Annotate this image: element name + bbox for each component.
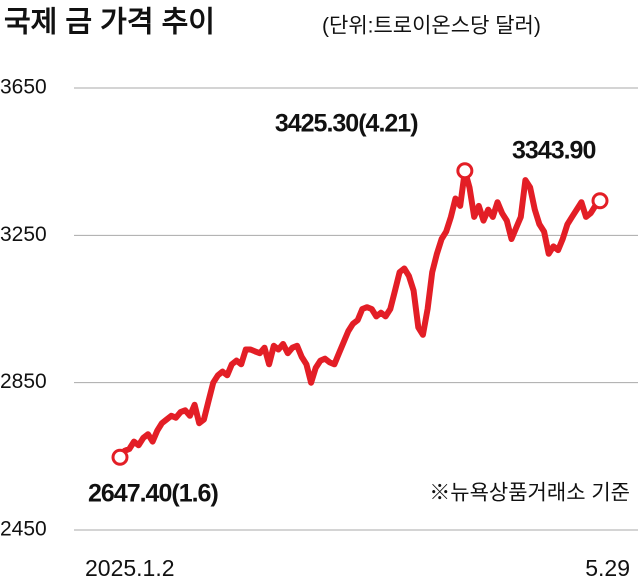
x-tick-label: 5.29: [585, 555, 630, 581]
highlight-point: [591, 192, 609, 210]
highlight-point: [111, 448, 129, 466]
x-tick-label: 2025.1.2: [85, 555, 175, 581]
chart-title: 국제 금 가격 추이: [4, 6, 215, 39]
annotation: 2647.40(1.6): [88, 480, 218, 508]
annotation: 3425.30(4.21): [275, 109, 418, 137]
y-tick-label: 2850: [0, 370, 47, 393]
note: ※뉴욕상품거래소 기준: [429, 482, 630, 505]
price-line: [117, 167, 603, 461]
y-tick-label: 2450: [0, 518, 47, 541]
chart-subtitle: (단위:트로이온스당 달러): [322, 15, 541, 38]
annotation: 3343.90: [512, 137, 595, 165]
y-tick-label: 3250: [0, 223, 47, 246]
highlight-point: [456, 162, 474, 180]
y-tick-label: 3650: [0, 76, 47, 99]
